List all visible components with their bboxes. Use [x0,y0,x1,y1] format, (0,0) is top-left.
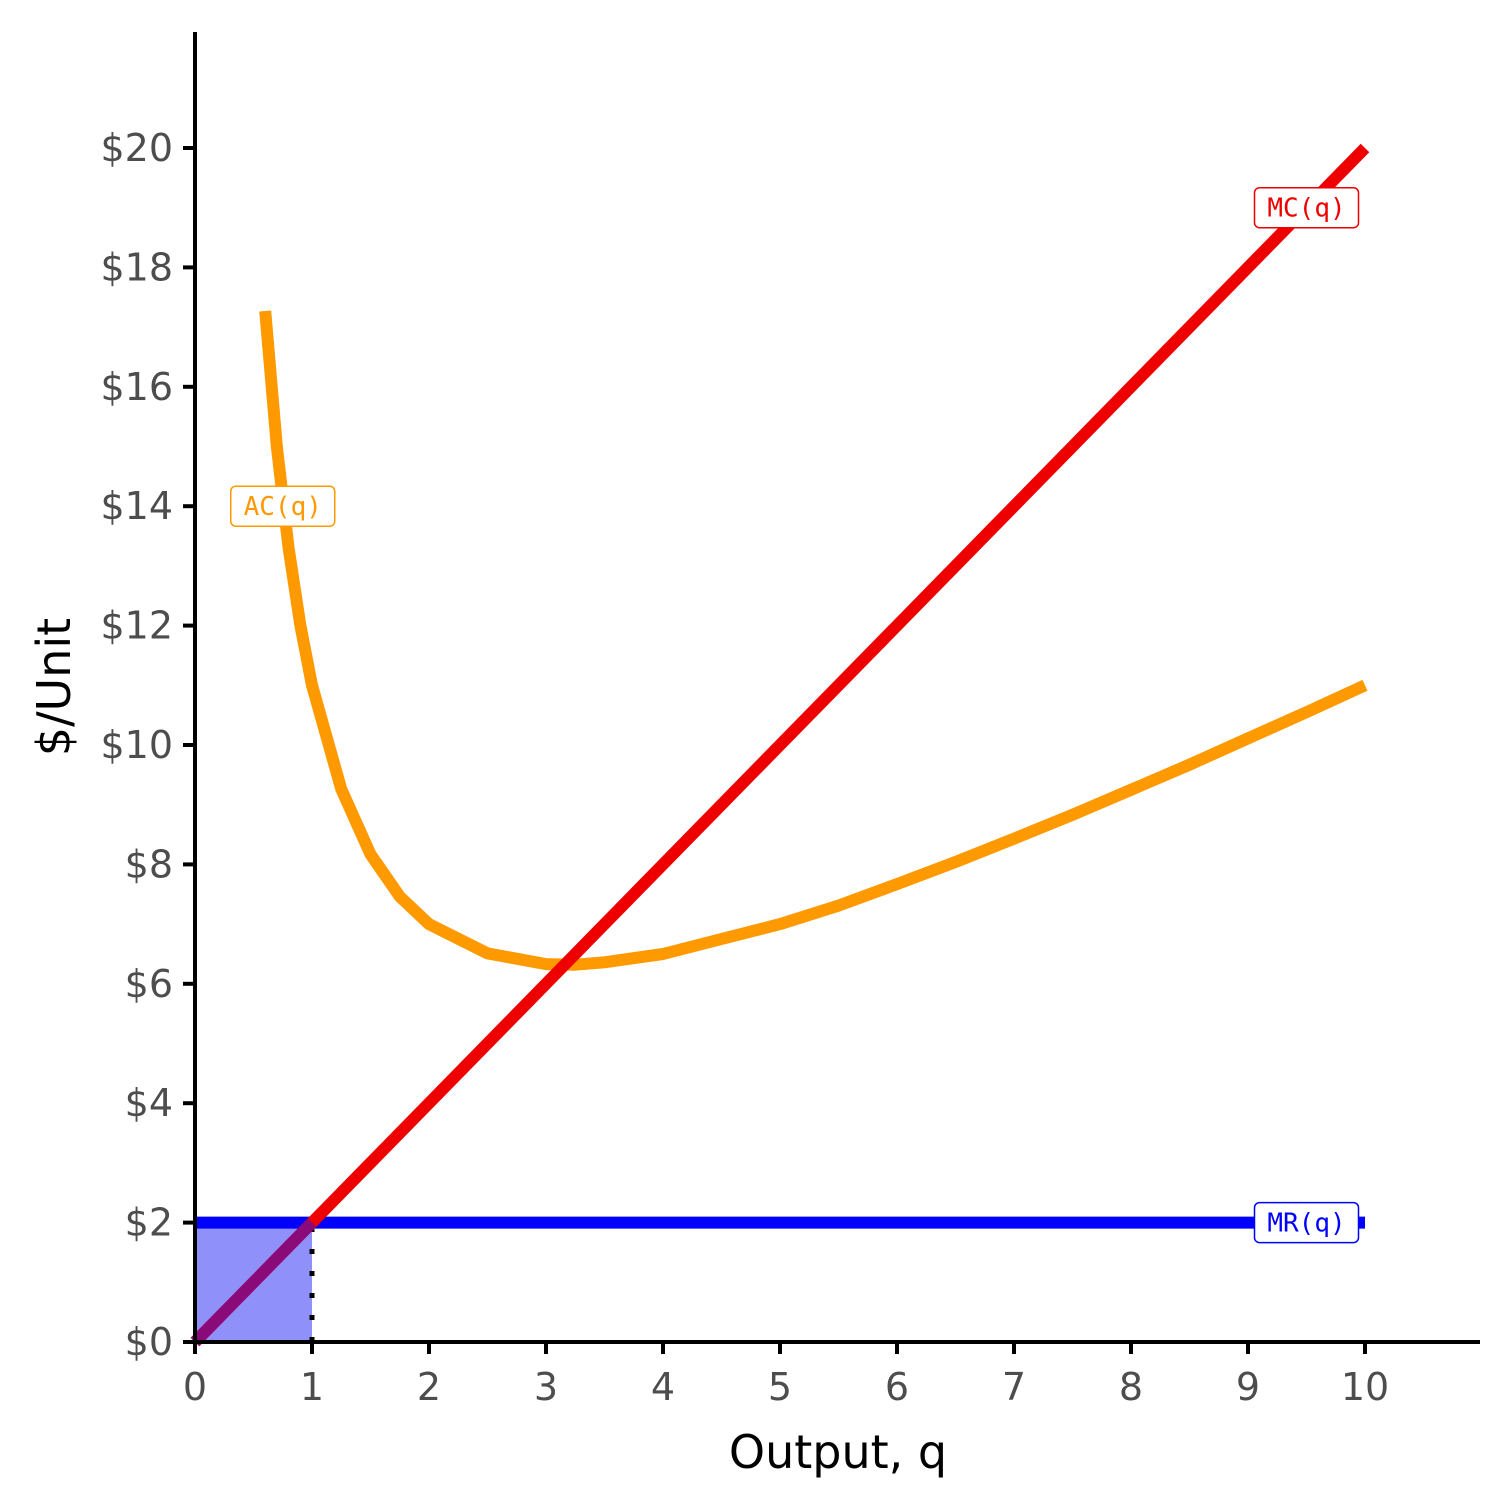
y-tick-label: $8 [125,842,173,886]
y-tick-label: $12 [100,604,173,648]
mc-curve [190,143,1370,1347]
y-tick-label: $20 [100,126,173,170]
ac-label-box [230,485,336,527]
x-tick-label: 7 [1002,1365,1026,1409]
x-tick-label: 9 [1236,1365,1260,1409]
x-tick-label: 1 [300,1365,324,1409]
ac-curve [259,310,1368,971]
x-tick-label: 8 [1119,1365,1143,1409]
mr-label: MR(q) [1267,1209,1345,1239]
x-tick-label: 4 [651,1365,675,1409]
mc-label: MC(q) [1267,194,1345,224]
curves-layer [190,143,1370,1347]
mr-label-box [1253,1201,1360,1244]
y-tick-label: $16 [100,365,173,409]
x-tick-label: 0 [183,1365,207,1409]
ac-label: AC(q) [244,492,322,522]
x-tick-label: 3 [534,1365,558,1409]
mc-overlap-segment [190,1218,317,1347]
x-tick-label: 6 [885,1365,909,1409]
x-axis-title: Output, q [729,1425,947,1479]
ticks-layer: 0 1 2 3 4 5 6 7 8 9 10 $0 $2 $4 $6 $8 $10 $12 $14 $16 $18 $20 [100,126,1389,1409]
y-tick-label: $18 [100,245,173,289]
axes-layer [193,32,1480,1344]
y-tick-label: $6 [125,962,173,1006]
y-tick-label: $14 [100,484,173,528]
curve-labels-layer: MC(q) AC(q) MR(q) [230,186,1360,1244]
y-tick-label: $0 [125,1320,173,1364]
x-tick-label: 2 [417,1365,441,1409]
y-axis-title: $/Unit [27,618,81,756]
x-tick-label: 10 [1341,1365,1389,1409]
y-tick-label: $10 [100,723,173,767]
mc-label-box [1253,186,1360,229]
y-tick-label: $4 [125,1081,173,1125]
y-tick-label: $2 [125,1201,173,1245]
x-tick-label: 5 [768,1365,792,1409]
